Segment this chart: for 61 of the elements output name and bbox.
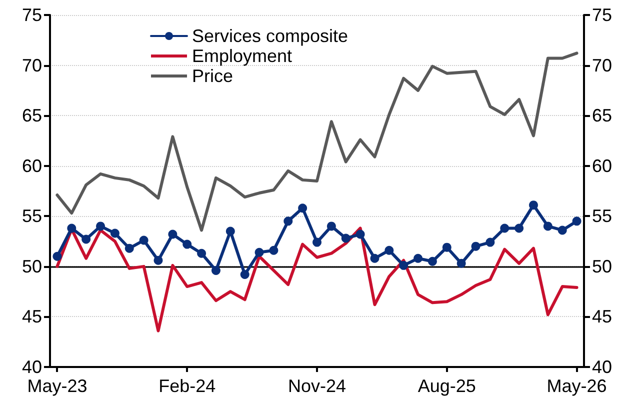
point [384, 246, 394, 255]
point [254, 248, 264, 257]
x-tick-label: May-26 [546, 376, 607, 396]
point [528, 200, 538, 210]
point [414, 254, 423, 263]
point [110, 228, 120, 238]
point [226, 226, 235, 236]
y-tick-label: 45 [22, 306, 42, 327]
y-tick-label: 60 [22, 156, 42, 176]
y-tick-label: 55 [22, 206, 42, 226]
legend-label: Services composite [192, 26, 348, 46]
point [139, 236, 148, 245]
y2-tick-label: 50 [592, 256, 612, 276]
x-tick-label: May-23 [27, 376, 88, 396]
y2-tick-label: 45 [592, 306, 612, 327]
point [182, 240, 192, 249]
point [486, 238, 495, 247]
y-tick-label: 40 [22, 357, 42, 377]
point [284, 216, 293, 226]
point [154, 256, 163, 265]
point [312, 238, 322, 247]
point [124, 244, 134, 253]
point [326, 222, 336, 231]
point [96, 222, 106, 231]
point [82, 234, 91, 244]
y2-tick-label: 75 [592, 5, 612, 25]
point [67, 224, 76, 233]
point [197, 248, 206, 258]
point [399, 260, 408, 270]
point [558, 226, 567, 235]
point [370, 254, 380, 263]
y2-tick-label: 60 [592, 156, 612, 176]
point [428, 256, 437, 266]
point [52, 252, 62, 261]
legend-label: Price [192, 66, 234, 86]
point [500, 224, 510, 233]
y2-tick-label: 40 [592, 357, 612, 377]
point [471, 242, 480, 251]
point [456, 258, 466, 268]
x-tick-label: Nov-24 [288, 376, 346, 396]
x-tick-label: Feb-24 [158, 376, 216, 396]
y2-tick-label: 55 [592, 206, 612, 226]
y2-tick-label: 70 [592, 55, 612, 76]
point [240, 270, 250, 279]
y-tick-label: 75 [22, 5, 42, 25]
y-tick-label: 70 [22, 55, 42, 76]
y-tick-label: 65 [22, 106, 42, 126]
point [514, 224, 524, 233]
x-tick-label: Aug-25 [418, 376, 476, 396]
point [168, 230, 178, 239]
point [356, 230, 365, 239]
point [341, 234, 350, 243]
point [442, 242, 452, 252]
point [211, 266, 220, 275]
point [269, 246, 278, 255]
y-tick-label: 50 [22, 256, 42, 276]
y2-tick-label: 65 [592, 106, 612, 126]
legend-label: Employment [192, 46, 292, 66]
point [543, 222, 552, 231]
point [572, 216, 582, 226]
point [298, 204, 308, 213]
